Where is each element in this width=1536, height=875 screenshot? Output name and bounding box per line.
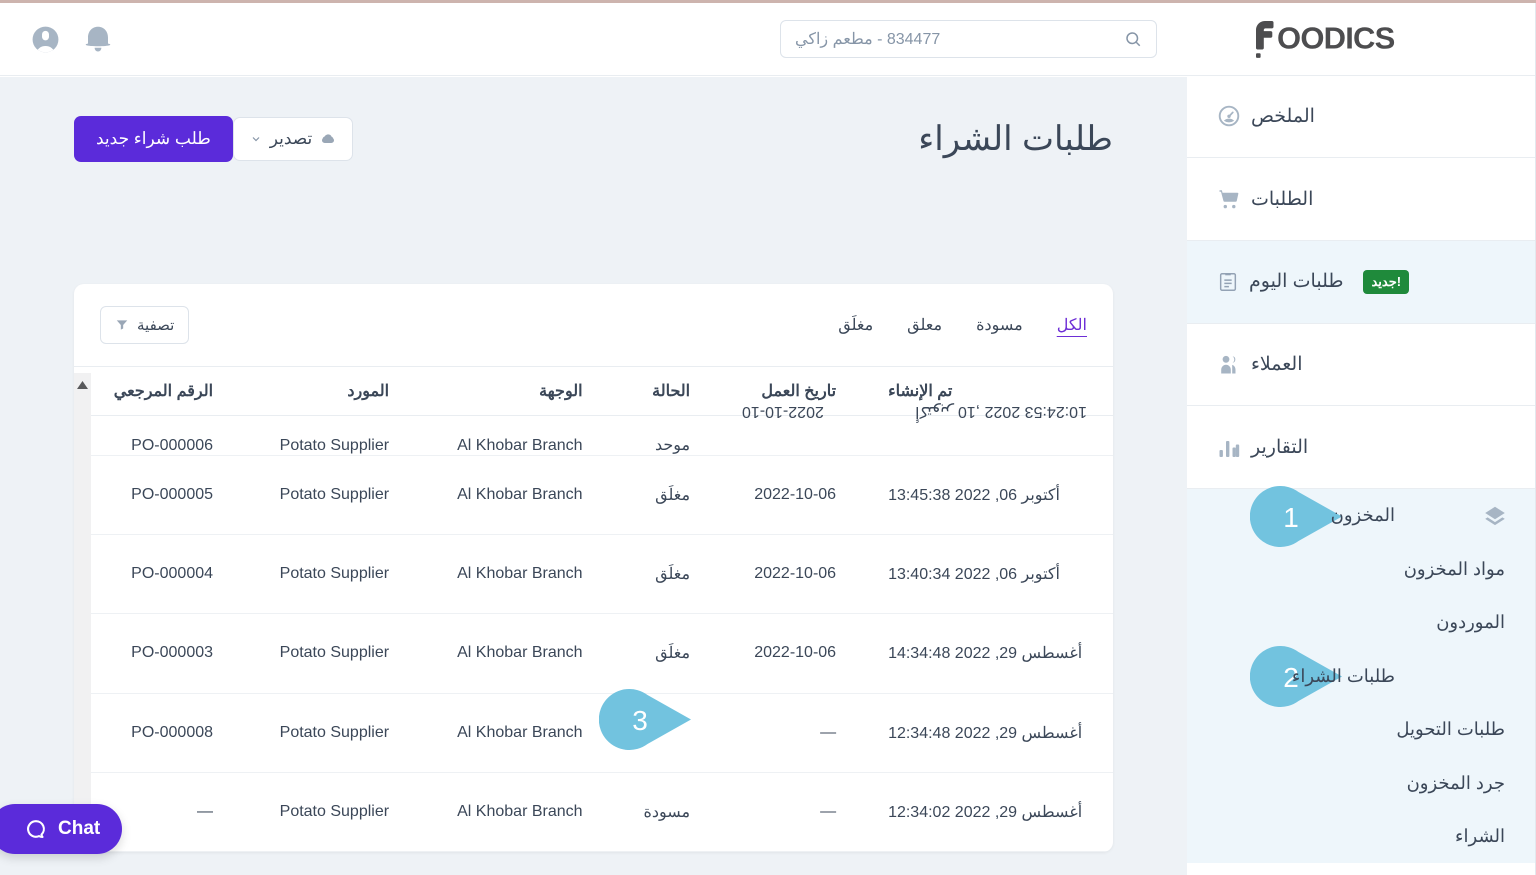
svg-text:OODICS: OODICS xyxy=(1277,20,1395,55)
svg-text:3: 3 xyxy=(632,705,648,736)
